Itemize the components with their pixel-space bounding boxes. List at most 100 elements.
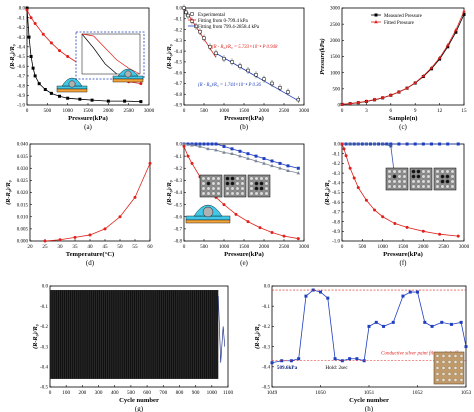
x-axis-label: Pressure(kPa) — [68, 115, 108, 122]
electrode-dot — [435, 184, 440, 189]
data-point — [416, 290, 419, 294]
y-tick-label: -0.2 — [174, 28, 182, 33]
data-point — [278, 161, 282, 165]
data-point — [184, 10, 188, 14]
data-point — [198, 144, 202, 148]
data-point — [270, 361, 274, 365]
electrode-dot — [440, 184, 445, 189]
data-point — [372, 97, 377, 101]
data-point — [270, 159, 274, 163]
electrode-dot — [206, 191, 211, 196]
data-point — [355, 357, 359, 361]
electrode-dot — [240, 191, 245, 196]
electrode-dot — [426, 174, 431, 179]
x-tick-label: 2500 — [438, 244, 449, 250]
x-tick-label: 3000 — [459, 244, 470, 250]
y-tick-label: 2000 — [330, 39, 341, 44]
data-point — [190, 161, 194, 165]
electrode-dot — [445, 174, 450, 179]
electrode-dot — [450, 174, 455, 179]
data-point — [438, 232, 442, 236]
data-point — [238, 154, 242, 158]
data-point — [405, 225, 409, 229]
inset-series-0 — [81, 33, 118, 75]
y-tick-label: -0.8 — [332, 220, 340, 225]
panel-c-plot: 0 3 6 9 12 15 0 500 1000 1500 2000 2500 3000 Sample(n… — [319, 7, 467, 131]
data-point — [182, 144, 186, 148]
data-point — [326, 296, 330, 300]
x-axis-label: Pressure(kPa) — [224, 251, 264, 258]
data-point — [373, 142, 377, 146]
x-tick-label: 100 — [62, 390, 70, 396]
data-point — [33, 22, 37, 26]
data-point — [319, 290, 322, 294]
panel-caption: (d) — [86, 259, 95, 267]
electrode-dot — [397, 179, 402, 184]
x-tick-label: 1000 — [219, 108, 230, 114]
electrode-dot — [426, 179, 431, 184]
photo-dot — [459, 360, 464, 364]
data-point — [391, 320, 395, 324]
electrode-dot — [402, 174, 407, 179]
data-point — [296, 237, 300, 241]
electrode-dot — [416, 169, 421, 174]
x-tick-label: 1500 — [83, 108, 94, 114]
electrode-dot — [402, 179, 407, 184]
data-point — [222, 150, 226, 154]
legend-entry: Fitting from 0-799.4 kPa — [198, 19, 249, 24]
photo-dot — [441, 372, 446, 376]
x-tick-label: 1053 — [461, 390, 472, 396]
data-point — [297, 357, 301, 361]
electrode-dot — [426, 169, 431, 174]
electrode-dot — [240, 176, 245, 181]
y-tick-label: -0.9 — [17, 94, 25, 99]
electrode-dot — [450, 169, 455, 174]
x-tick-label: 60 — [147, 244, 153, 250]
data-point — [182, 6, 186, 10]
data-point — [78, 97, 82, 101]
data-point — [389, 93, 393, 97]
electrode-dot — [421, 174, 426, 179]
y-tick-label: -0.6 — [332, 201, 340, 206]
electrode-grid — [409, 167, 433, 191]
data-point — [88, 233, 92, 237]
electrode-dot — [206, 181, 211, 186]
electrode-dot — [254, 186, 259, 191]
data-point — [222, 57, 226, 61]
data-point — [421, 73, 426, 78]
legend-marker — [190, 12, 194, 16]
data-point — [344, 154, 348, 158]
electrode-dot — [402, 184, 407, 189]
electrode-dot — [206, 176, 211, 181]
data-point — [198, 142, 202, 146]
x-tick-label: 1049 — [267, 390, 278, 396]
y-tick-label: 1000 — [330, 71, 341, 76]
panel-f: 0 500 1000 1500 2000 2500 3000 0.0 -0.1 -0.2 -0.3 -… — [324, 142, 470, 267]
electrode-dot — [225, 176, 230, 181]
electrode-dot — [397, 174, 402, 179]
data-point — [238, 149, 242, 153]
photo-dot — [453, 360, 458, 364]
electrode-dot — [264, 186, 269, 191]
plot-frame — [29, 143, 151, 242]
photo-dot — [441, 354, 446, 358]
data-point — [373, 208, 377, 212]
electrode-dot — [240, 186, 245, 191]
x-tick-label: 600 — [143, 390, 151, 396]
x-axis-label: Sample(n) — [389, 115, 418, 122]
data-point — [258, 226, 262, 230]
data-point — [202, 36, 206, 40]
x-axis-label: Cycle number — [349, 397, 389, 404]
data-point — [133, 195, 137, 199]
electrode-dot — [259, 181, 264, 186]
data-point — [340, 102, 344, 106]
data-point — [348, 142, 352, 146]
data-point — [31, 66, 35, 70]
data-point — [421, 142, 425, 146]
data-point — [304, 294, 308, 298]
x-axis-label: Pressure(kPa) — [224, 115, 264, 122]
data-point — [462, 9, 466, 13]
x-tick-label: 2500 — [123, 108, 134, 114]
y-tick-label: -0.5 — [174, 203, 182, 208]
